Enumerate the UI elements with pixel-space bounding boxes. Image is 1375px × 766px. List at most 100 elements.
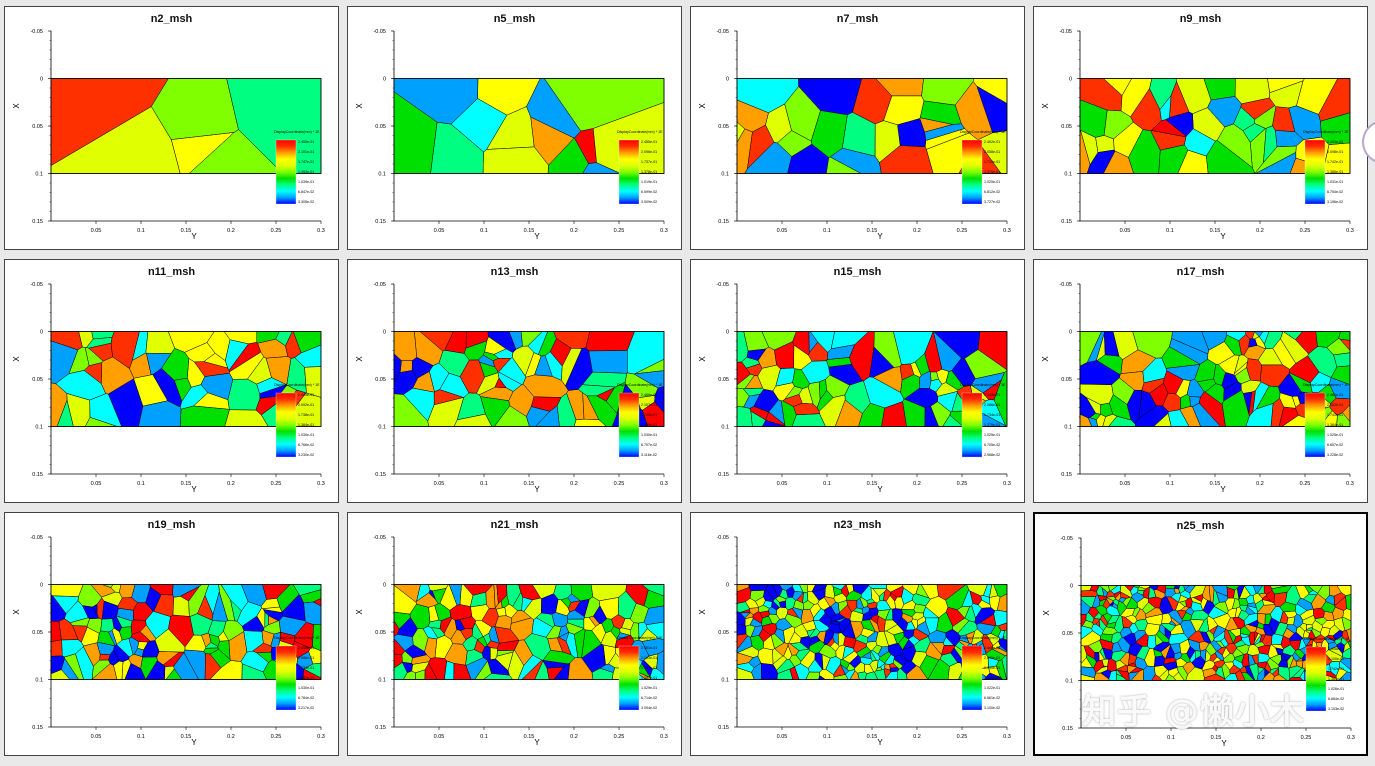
mesh-cell: [1168, 633, 1189, 645]
x-tick-label: 0.15: [524, 481, 535, 487]
y-tick-label: 0.05: [375, 124, 386, 130]
x-axis-label: Y: [534, 738, 540, 747]
mesh-cell: [1308, 629, 1316, 641]
legend-colorbar: [961, 392, 983, 458]
x-tick-label: 0.25: [614, 734, 625, 740]
legend-value-label: 2.453e-01: [1327, 140, 1343, 144]
y-tick-label: 0.15: [1061, 219, 1072, 225]
y-axis-label: X: [698, 356, 707, 362]
mesh-cell: [1154, 655, 1166, 667]
mesh-cell: [1325, 594, 1336, 606]
mesh-cell: [179, 384, 209, 410]
x-tick-label: 0.05: [91, 734, 102, 740]
mesh-cell: [1226, 587, 1236, 599]
legend-value-label: 1.025e-01: [984, 180, 1000, 184]
x-tick-label: 0.25: [271, 228, 282, 234]
mesh-cell: [900, 374, 921, 400]
plot-panel-n21_msh[interactable]: n21_msh -0.05 0 0.05 0.1 0.15 0.05 0.1 0.15 0.2 0.…: [347, 512, 682, 756]
mesh-cell: [229, 351, 265, 380]
mesh-cell: [1111, 631, 1123, 644]
mesh-cell: [1252, 331, 1260, 339]
legend-colorbar: [275, 392, 297, 458]
plot-panel-n11_msh[interactable]: n11_msh -0.05 0 0.05 0.1 0.15 0.05 0.1 0.15 0.2 0.…: [4, 259, 339, 503]
legend-value-label: 2.058e-01: [984, 150, 1000, 154]
mesh-cell: [161, 348, 190, 381]
plot-panel-n25_msh[interactable]: n25_msh -0.05 0 0.05 0.1 0.15 0.05 0.1 0.15 0.2 0.…: [1033, 512, 1368, 756]
x-tick-label: 0.25: [1300, 481, 1311, 487]
legend-value-label: 3.196e-02: [1327, 200, 1343, 204]
plot-title: n15_msh: [833, 266, 882, 278]
y-tick-label: 0.1: [35, 678, 43, 684]
x-tick-label: 0.1: [1167, 735, 1175, 741]
mesh-cell: [787, 642, 800, 656]
legend-title: DisplayCoordinate(mm) * 1E: [617, 383, 663, 387]
plot-panel-n7_msh[interactable]: n7_msh -0.05 0 0.05 0.1 0.15 0.05 0.1 0.15 0.2 0.2…: [690, 6, 1025, 250]
x-tick-label: 0.25: [271, 481, 282, 487]
mesh-cell: [1220, 637, 1229, 648]
plot-panel-n5_msh[interactable]: n5_msh -0.05 0 0.05 0.1 0.15 0.05 0.1 0.15 0.2 0.2…: [347, 6, 682, 250]
y-tick-label: 0.05: [32, 630, 43, 636]
plot-panel-n19_msh[interactable]: n19_msh -0.05 0 0.05 0.1 0.15 0.05 0.1 0.15 0.2 0.…: [4, 512, 339, 756]
plot-panel-n15_msh[interactable]: n15_msh -0.05 0 0.05 0.1 0.15 0.05 0.1 0.15 0.2 0.…: [690, 259, 1025, 503]
plot-panel-n17_msh[interactable]: n17_msh -0.05 0 0.05 0.1 0.15 0.05 0.1 0.15 0.2 0.…: [1033, 259, 1368, 503]
legend-colorbar: [618, 392, 640, 458]
x-tick-label: 0.05: [777, 734, 788, 740]
y-tick-label: 0.1: [721, 678, 729, 684]
legend-value-label: 6.812e-02: [984, 190, 1000, 194]
mesh-cell: [92, 603, 98, 615]
legend-colorbar: [1304, 139, 1326, 205]
mesh-cell: [145, 611, 171, 639]
mesh-cell: [570, 584, 594, 602]
plot-title: n21_msh: [490, 519, 539, 531]
x-tick-label: 0.2: [913, 734, 921, 740]
x-tick-label: 0.25: [614, 228, 625, 234]
y-tick-label: -0.05: [373, 29, 386, 35]
mesh-cell: [117, 597, 138, 611]
mesh-cell: [1294, 603, 1308, 616]
mesh-cell: [427, 397, 465, 427]
plot-title: n7_msh: [836, 13, 879, 25]
plot-panel-n23_msh[interactable]: n23_msh -0.05 0 0.05 0.1 0.15 0.05 0.1 0.15 0.2 0.…: [690, 512, 1025, 756]
legend-value-label: 3.116e-02: [641, 453, 657, 457]
mesh-cell: [905, 621, 916, 631]
y-tick-label: 0: [1069, 77, 1072, 83]
mesh-cell: [1141, 377, 1165, 394]
plot-title: n2_msh: [150, 13, 193, 25]
plot-panel-n13_msh[interactable]: n13_msh -0.05 0 0.05 0.1 0.15 0.05 0.1 0.15 0.2 0.…: [347, 259, 682, 503]
mesh-cell: [1189, 585, 1207, 599]
x-tick-label: 0.3: [317, 481, 325, 487]
y-tick-label: 0.05: [1061, 377, 1072, 383]
plot-panel-n2_msh[interactable]: n2_msh -0.05 0 0.05 0.1 0.15 0.05 0.1 0.15 0.2 0.2…: [4, 6, 339, 250]
y-tick-label: 0.1: [378, 425, 386, 431]
mesh-cell: [1189, 396, 1201, 407]
mesh-border: [393, 78, 665, 174]
mesh-cell: [1257, 613, 1266, 625]
y-axis-label: X: [1042, 610, 1051, 616]
legend-value-label: 1.382e-01: [298, 676, 314, 680]
mesh-cell: [1190, 610, 1209, 621]
y-tick-label: 0.1: [1065, 679, 1073, 685]
legend-value-label: 1.379e-01: [984, 423, 1000, 427]
legend-value-label: 1.738e-01: [298, 413, 314, 417]
mesh-cell: [428, 605, 440, 623]
mesh-cell: [759, 610, 770, 619]
mesh-cell: [227, 378, 261, 411]
legend-value-label: 1.734e-01: [298, 666, 314, 670]
mesh-cell: [832, 632, 839, 646]
mesh-cell: [885, 608, 893, 621]
y-axis-label: X: [698, 609, 707, 615]
mesh-cell: [1207, 96, 1242, 128]
x-tick-label: 0.3: [1346, 481, 1354, 487]
mesh-cell: [100, 618, 115, 633]
mesh-cell: [303, 601, 322, 625]
x-tick-label: 0.2: [570, 481, 578, 487]
legend-value-label: 2.461e-01: [1327, 393, 1343, 397]
legend-value-label: 2.455e-01: [298, 140, 314, 144]
x-tick-label: 0.1: [137, 481, 145, 487]
plot-panel-n9_msh[interactable]: n9_msh -0.05 0 0.05 0.1 0.15 0.05 0.1 0.15 0.2 0.2…: [1033, 6, 1368, 250]
legend-value-label: 1.734e-01: [984, 666, 1000, 670]
y-axis-label: X: [12, 609, 21, 615]
mesh-border: [50, 331, 322, 427]
legend-value-label: 2.461e-01: [641, 646, 657, 650]
mesh-cell: [507, 649, 525, 680]
